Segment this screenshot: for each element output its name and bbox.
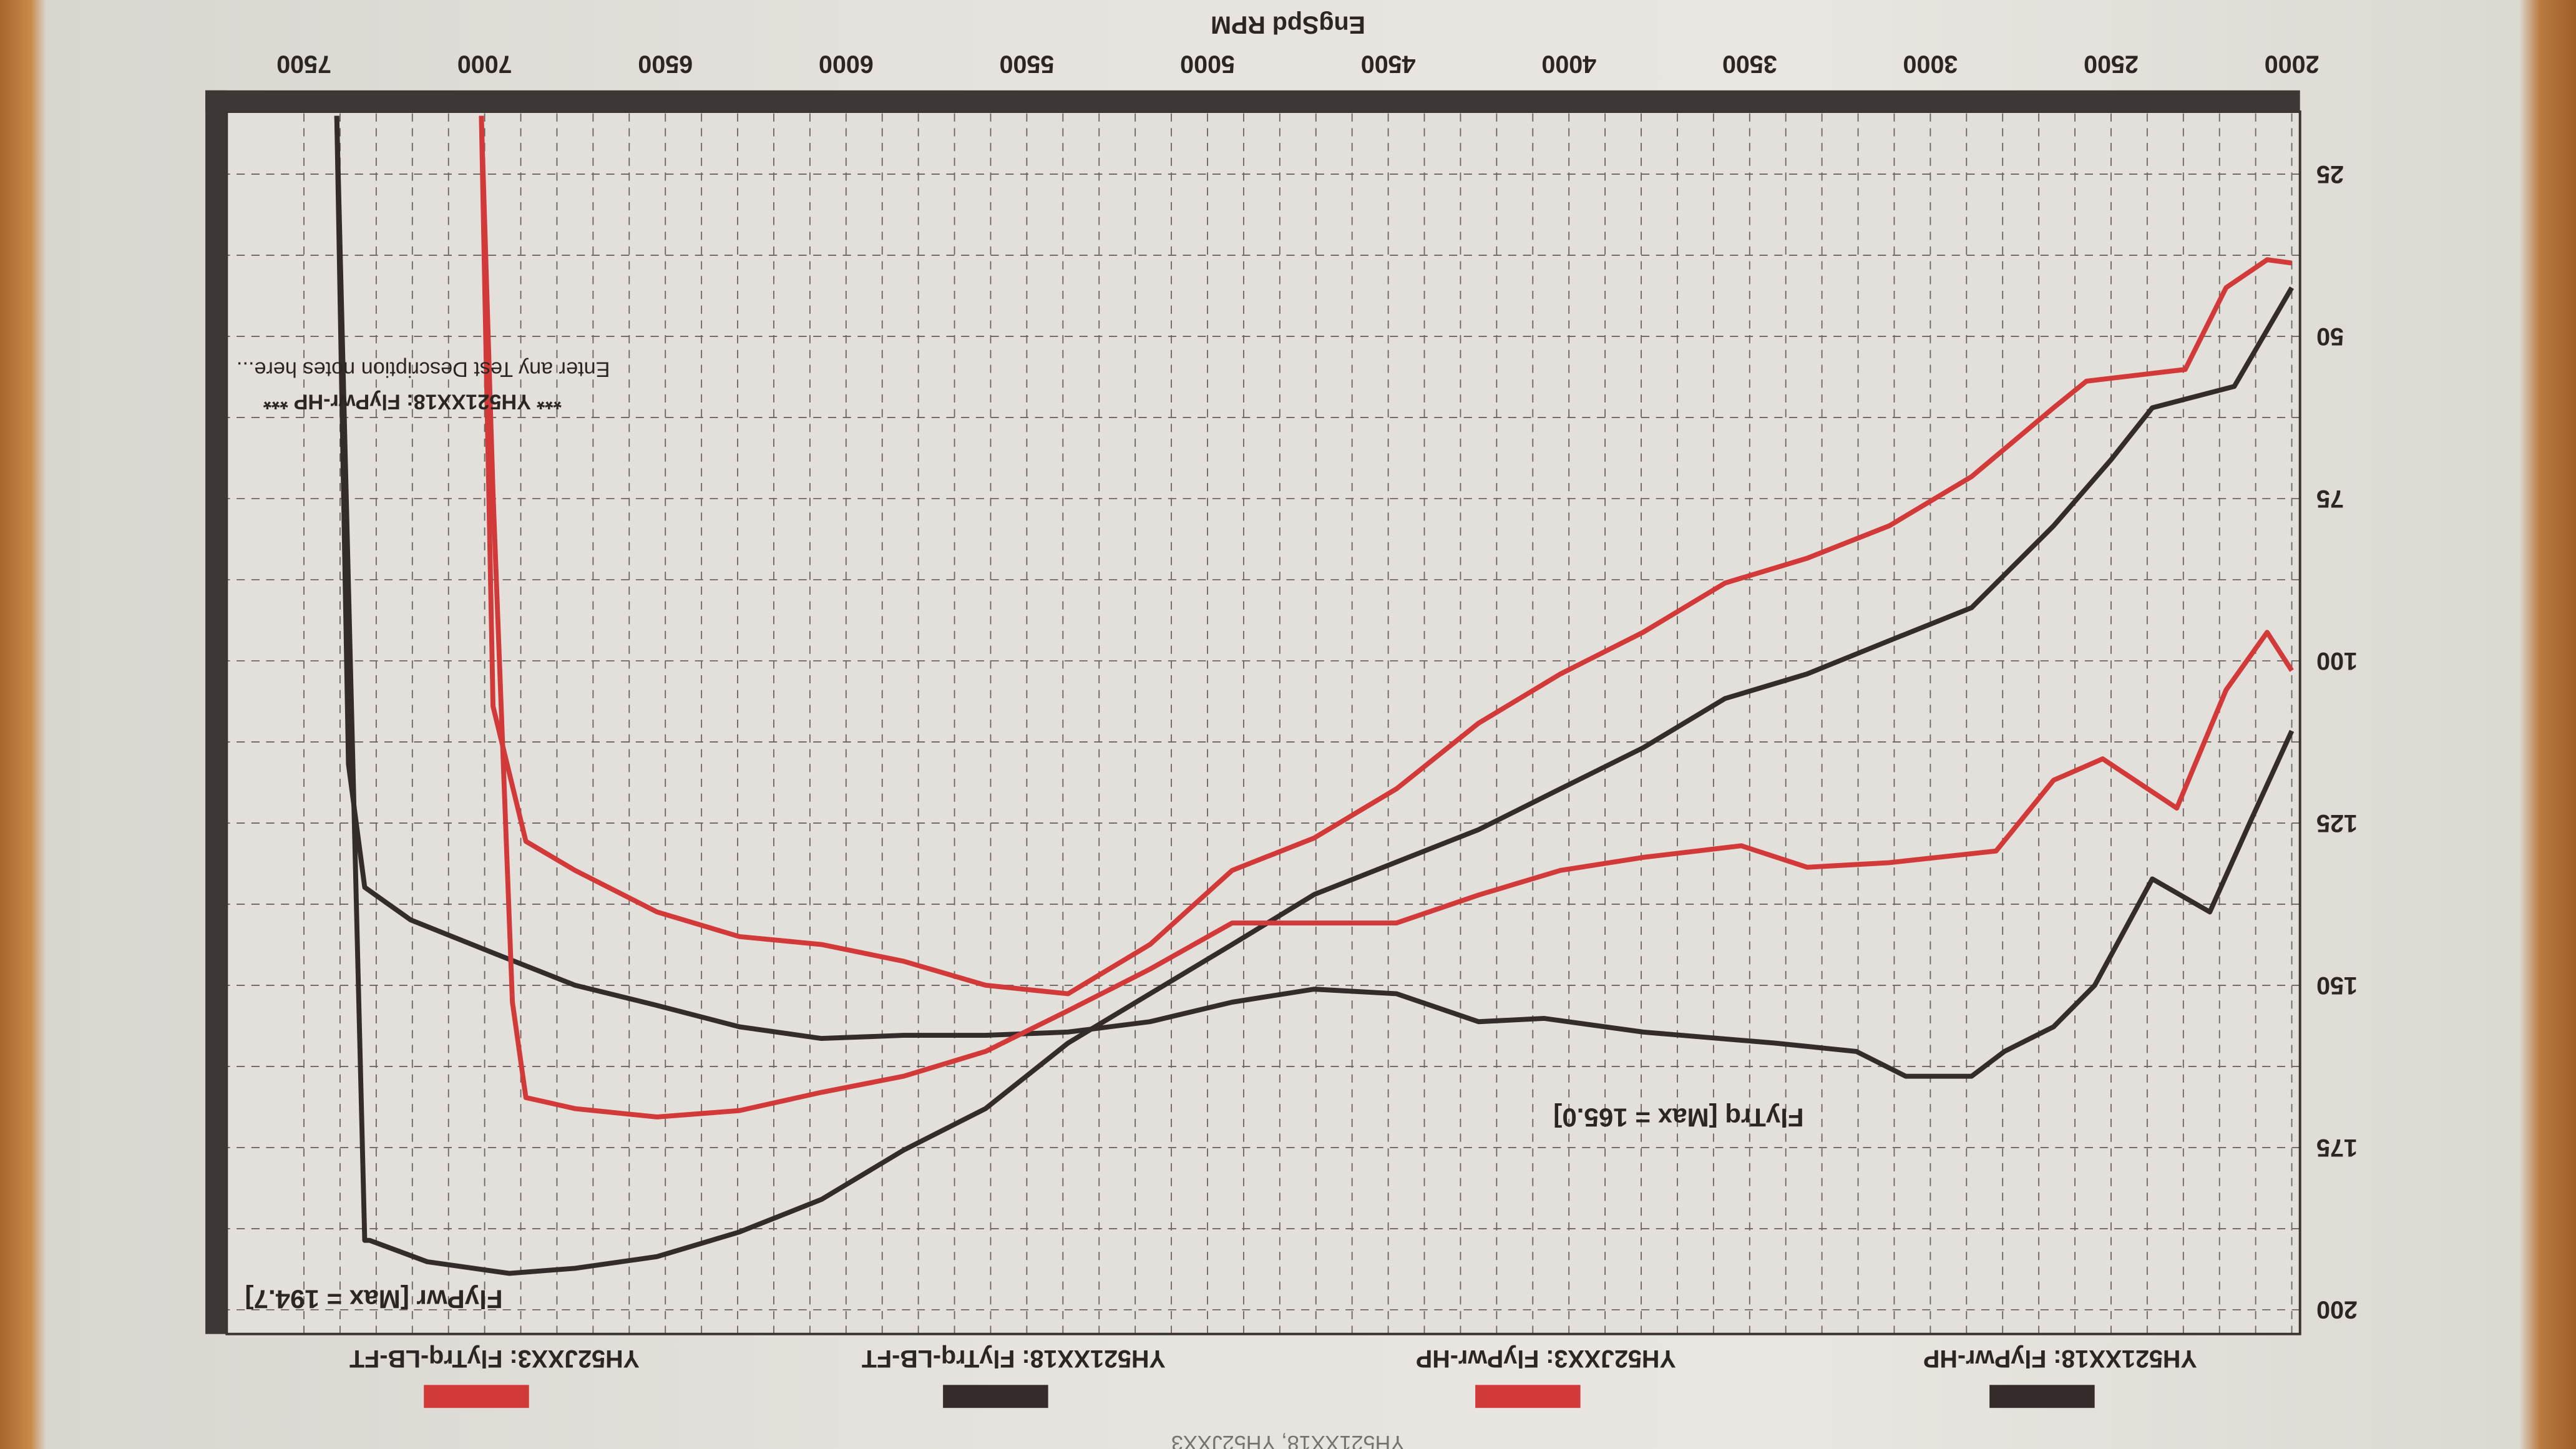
series-line-yh52jxx3-flytrq-lb-ft xyxy=(479,115,2294,1120)
y-tick-label: 25 xyxy=(2316,160,2344,188)
plot-frame xyxy=(205,90,2301,1335)
series-line-yh521xx18-flypwr-hp xyxy=(334,115,2294,1276)
legend-swatch xyxy=(424,1385,529,1408)
series-note: *** YH521XX18: FlyPwr-HP *** xyxy=(263,390,562,414)
series-lines xyxy=(334,115,2295,1276)
series-line-yh521xx18-flytrq-lb-ft xyxy=(334,115,2295,1079)
x-tick-label: 2000 xyxy=(2265,51,2320,78)
legend-label: YH521XX18: FlyPwr-HP xyxy=(1923,1345,2197,1372)
y-tick-label: 150 xyxy=(2316,972,2358,999)
plot-background xyxy=(227,112,2300,1334)
y-tick-label: 200 xyxy=(2316,1296,2358,1324)
y-axis-ticks: 25 50 75 100 125 150 175 200 xyxy=(2316,160,2358,1324)
torque-max-annotation: FlyTrq [Max = 165.0] xyxy=(1553,1103,1803,1133)
grid xyxy=(227,112,2300,1334)
annotations: FlyPwr [Max = 194.7] FlyTrq [Max = 165.0]… xyxy=(237,358,1804,1314)
y-tick-label: 75 xyxy=(2316,485,2344,512)
x-axis-label: EngSpd RPM xyxy=(1211,11,1365,38)
footer-text: YH521XX18, YH52JXX3 xyxy=(1171,1431,1405,1449)
legend-label: YH521XX18: FlyTrq-LB-FT xyxy=(862,1345,1166,1372)
x-tick-label: 6500 xyxy=(638,51,693,78)
x-tick-label: 7500 xyxy=(276,51,331,78)
legend-swatch xyxy=(943,1385,1048,1408)
legend-swatch xyxy=(1989,1385,2095,1408)
y-tick-label: 175 xyxy=(2316,1134,2358,1161)
power-max-annotation: FlyPwr [Max = 194.7] xyxy=(245,1285,502,1314)
x-tick-label: 2500 xyxy=(2084,51,2139,78)
x-tick-label: 5500 xyxy=(1000,51,1055,78)
x-axis-ticks: 2000 2500 3000 3500 4000 4500 5000 5500 6000 6500… xyxy=(276,51,2319,78)
y-tick-label: 125 xyxy=(2316,809,2358,837)
x-tick-label: 4000 xyxy=(1541,51,1596,78)
x-tick-label: 3000 xyxy=(1903,51,1958,78)
x-tick-label: 3500 xyxy=(1722,51,1777,78)
legend-swatch xyxy=(1475,1385,1581,1408)
legend: YH521XX18: FlyPwr-HP YH52JXX3: FlyPwr-HP Y… xyxy=(349,1345,2197,1408)
x-tick-label: 6000 xyxy=(819,51,874,78)
description-note: Enter any Test Description notes here... xyxy=(237,358,610,381)
series-line-yh52jxx3-flypwr-hp xyxy=(479,115,2293,997)
x-tick-label: 5000 xyxy=(1180,51,1235,78)
legend-label: YH52JXX3: FlyPwr-HP xyxy=(1416,1345,1676,1372)
y-tick-label: 100 xyxy=(2316,647,2358,675)
x-tick-label: 7000 xyxy=(457,51,512,78)
legend-label: YH52JXX3: FlyTrq-LB-FT xyxy=(349,1345,640,1372)
x-tick-label: 4500 xyxy=(1361,51,1416,78)
y-tick-label: 50 xyxy=(2316,323,2344,350)
